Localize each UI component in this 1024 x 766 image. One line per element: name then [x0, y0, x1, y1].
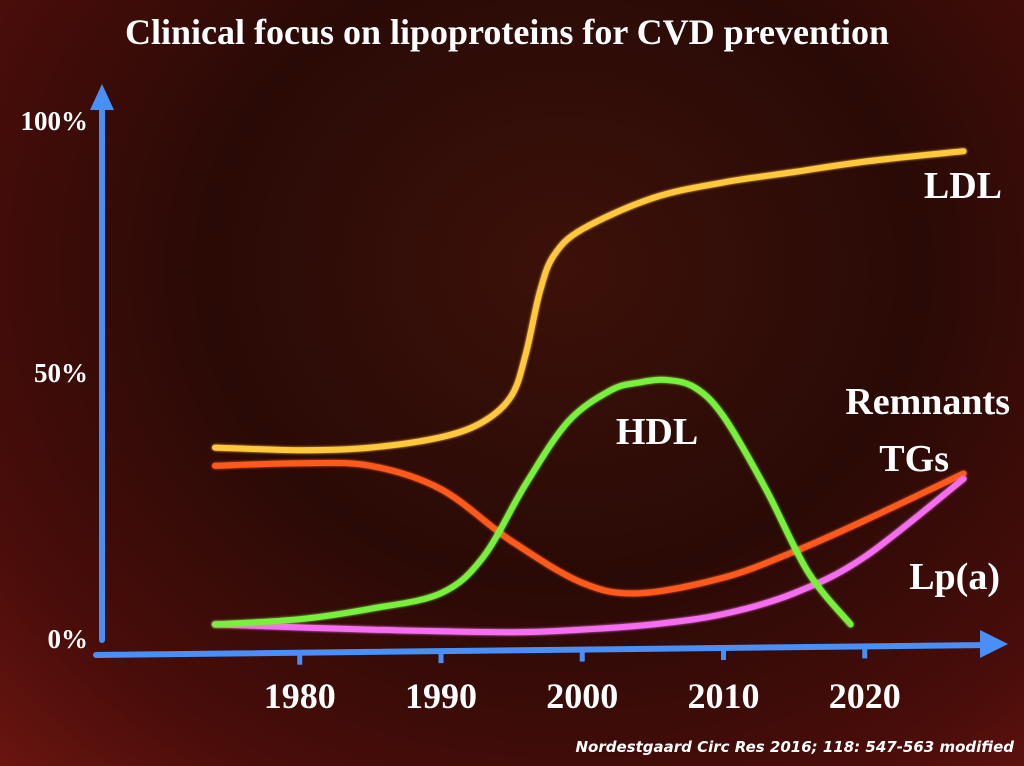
- x-tick-label-1980: 1980: [264, 676, 336, 716]
- x-tick-label-1990: 1990: [405, 676, 477, 716]
- label-hdl: HDL: [616, 411, 698, 453]
- series-line-ldl: [212, 148, 967, 454]
- chart-title: Clinical focus on lipoproteins for CVD p…: [125, 12, 889, 52]
- y-tick-label-100pct: 100%: [21, 106, 89, 136]
- x-axis-arrow: [980, 630, 1008, 658]
- y-axis-arrow: [90, 84, 114, 110]
- y-ticks: 0% 50% 100%: [21, 106, 89, 654]
- citation: Nordestgaard Circ Res 2016; 118: 547-563…: [576, 738, 1015, 756]
- x-tick-label-2010: 2010: [688, 676, 760, 716]
- series-line-hdl: [212, 376, 854, 628]
- label-lpa: Lp(a): [909, 556, 1000, 598]
- x-tick-label-2000: 2000: [546, 676, 618, 716]
- axes: [90, 84, 1008, 658]
- label-remnants: Remnants: [845, 381, 1010, 423]
- series-line-remnants-tgs: [212, 459, 967, 597]
- x-axis: [93, 642, 993, 658]
- x-ticks: 1980 1990 2000 2010 2020: [264, 646, 901, 716]
- y-tick-label-0pct: 0%: [48, 624, 89, 654]
- label-tgs: TGs: [879, 438, 949, 480]
- x-tick-label-2020: 2020: [829, 676, 901, 716]
- label-ldl: LDL: [924, 165, 1002, 207]
- series-lines: [212, 148, 967, 636]
- y-tick-label-50pct: 50%: [34, 358, 88, 388]
- series-line-lp-a: [212, 475, 967, 636]
